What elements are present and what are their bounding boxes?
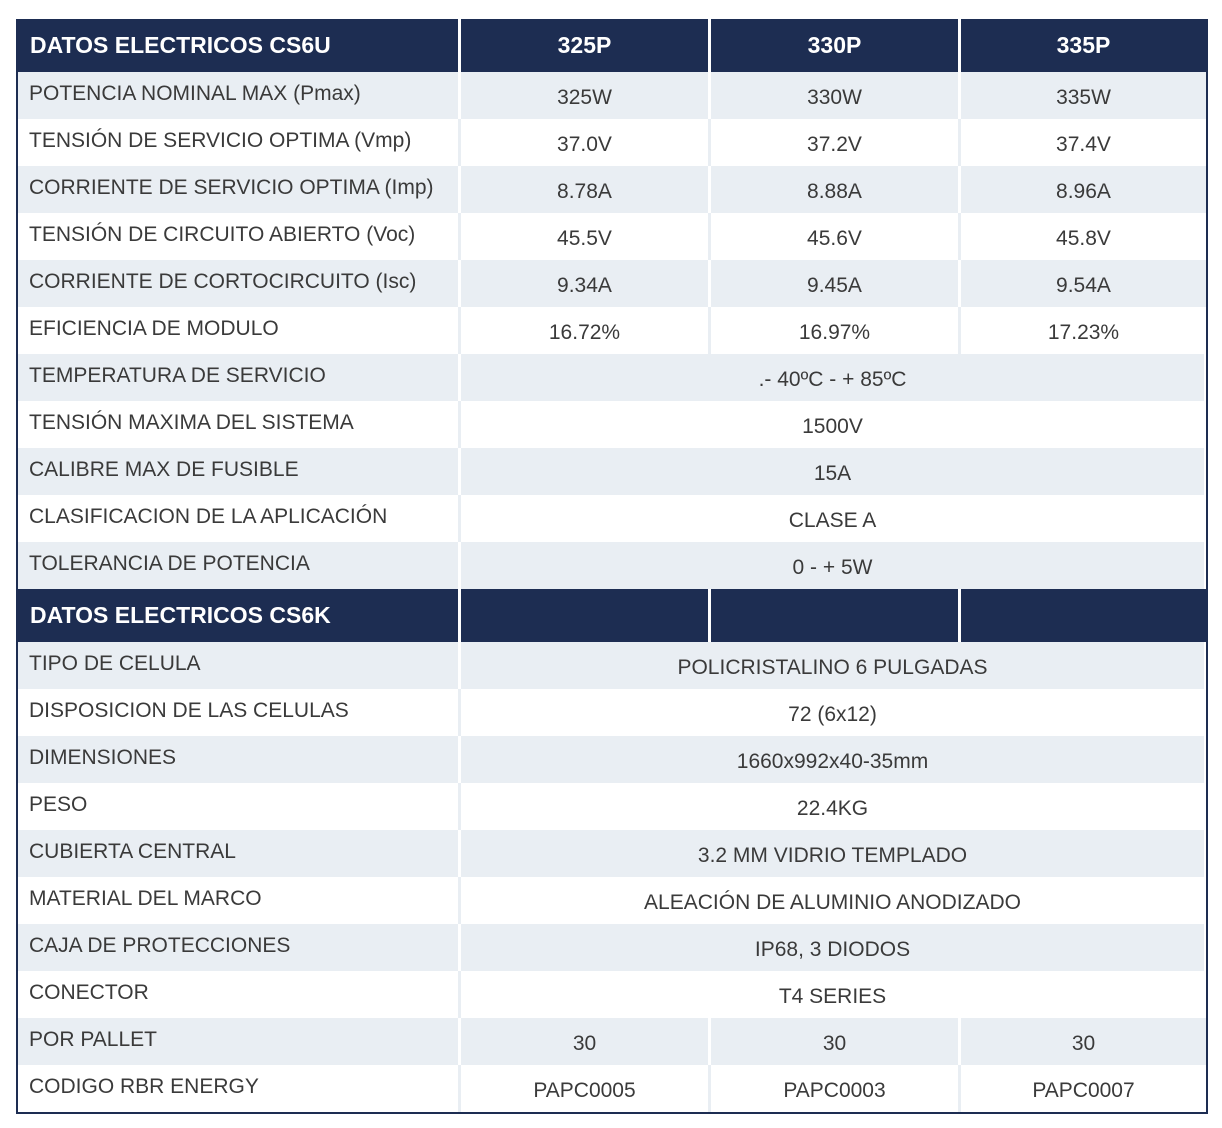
row-value: PAPC0003 [708, 1065, 958, 1112]
table-title: DATOS ELECTRICOS CS6K [18, 589, 458, 642]
row-label: DIMENSIONES [18, 736, 458, 783]
column-header: 335P [958, 19, 1206, 72]
column-header: 330P [708, 19, 958, 72]
row-label: CUBIERTA CENTRAL [18, 830, 458, 877]
table-row: CODIGO RBR ENERGY PAPC0005 PAPC0003 PAPC000… [18, 1065, 1206, 1112]
table-row: CALIBRE MAX DE FUSIBLE 15A [18, 448, 1206, 495]
row-value: 37.4V [958, 119, 1206, 166]
row-value: 30 [708, 1018, 958, 1065]
row-label: CLASIFICACION DE LA APLICACIÓN [18, 495, 458, 542]
row-value: 330W [708, 72, 958, 119]
table-title: DATOS ELECTRICOS CS6U [18, 19, 458, 72]
table-row: TENSIÓN MAXIMA DEL SISTEMA 1500V [18, 401, 1206, 448]
table-row: DIMENSIONES 1660x992x40-35mm [18, 736, 1206, 783]
row-label: PESO [18, 783, 458, 830]
row-value: 45.5V [458, 213, 708, 260]
row-value-span: 1660x992x40-35mm [458, 736, 1204, 783]
row-value: 9.54A [958, 260, 1206, 307]
row-value: 45.6V [708, 213, 958, 260]
row-value-span: CLASE A [458, 495, 1204, 542]
row-value-span: T4 SERIES [458, 971, 1204, 1018]
row-label: CAJA DE PROTECCIONES [18, 924, 458, 971]
row-label: DISPOSICION DE LAS CELULAS [18, 689, 458, 736]
row-label: POTENCIA NOMINAL MAX (Pmax) [18, 72, 458, 119]
row-value-span: 22.4KG [458, 783, 1204, 830]
table-row: CAJA DE PROTECCIONES IP68, 3 DIODOS [18, 924, 1206, 971]
row-value: 9.45A [708, 260, 958, 307]
table-row: DISPOSICION DE LAS CELULAS 72 (6x12) [18, 689, 1206, 736]
table-row: PESO 22.4KG [18, 783, 1206, 830]
table-row: TIPO DE CELULA POLICRISTALINO 6 PULGADAS [18, 642, 1206, 689]
row-value-span: 15A [458, 448, 1204, 495]
row-value: 17.23% [958, 307, 1206, 354]
row-value: 335W [958, 72, 1206, 119]
table-row: POR PALLET 30 30 30 [18, 1018, 1206, 1065]
row-label: CALIBRE MAX DE FUSIBLE [18, 448, 458, 495]
row-value: 8.96A [958, 166, 1206, 213]
row-value-span: POLICRISTALINO 6 PULGADAS [458, 642, 1204, 689]
row-value: 8.78A [458, 166, 708, 213]
table-row: MATERIAL DEL MARCO ALEACIÓN DE ALUMINIO A… [18, 877, 1206, 924]
row-value-span: IP68, 3 DIODOS [458, 924, 1204, 971]
row-label: CODIGO RBR ENERGY [18, 1065, 458, 1112]
row-value: 30 [458, 1018, 708, 1065]
table-row: TOLERANCIA DE POTENCIA 0 - + 5W [18, 542, 1206, 589]
row-label: TOLERANCIA DE POTENCIA [18, 542, 458, 589]
row-label: EFICIENCIA DE MODULO [18, 307, 458, 354]
spec-table: DATOS ELECTRICOS CS6U 325P 330P 335P POT… [16, 19, 1208, 1114]
row-value-span: ALEACIÓN DE ALUMINIO ANODIZADO [458, 877, 1204, 924]
row-value: 30 [958, 1018, 1206, 1065]
column-header [958, 589, 1206, 642]
row-value: 16.72% [458, 307, 708, 354]
row-label: TENSIÓN DE SERVICIO OPTIMA (Vmp) [18, 119, 458, 166]
table-row: POTENCIA NOMINAL MAX (Pmax) 325W 330W 335W [18, 72, 1206, 119]
row-value: 9.34A [458, 260, 708, 307]
table-header: DATOS ELECTRICOS CS6K [18, 589, 1206, 642]
row-label: MATERIAL DEL MARCO [18, 877, 458, 924]
row-value: 16.97% [708, 307, 958, 354]
table-row: TENSIÓN DE CIRCUITO ABIERTO (Voc) 45.5V 45… [18, 213, 1206, 260]
table-row: TEMPERATURA DE SERVICIO .- 40ºC - + 85ºC [18, 354, 1206, 401]
row-value: 325W [458, 72, 708, 119]
row-label: TIPO DE CELULA [18, 642, 458, 689]
row-value-span: .- 40ºC - + 85ºC [458, 354, 1204, 401]
table-body: TIPO DE CELULA POLICRISTALINO 6 PULGADAS D… [18, 642, 1206, 1112]
table-row: TENSIÓN DE SERVICIO OPTIMA (Vmp) 37.0V 37.… [18, 119, 1206, 166]
row-label: TEMPERATURA DE SERVICIO [18, 354, 458, 401]
row-label: TENSIÓN MAXIMA DEL SISTEMA [18, 401, 458, 448]
row-label: TENSIÓN DE CIRCUITO ABIERTO (Voc) [18, 213, 458, 260]
row-value: PAPC0007 [958, 1065, 1206, 1112]
table-cs6k: DATOS ELECTRICOS CS6K TIPO DE CELULA POLI… [16, 589, 1208, 1114]
row-value: 37.0V [458, 119, 708, 166]
row-value: 8.88A [708, 166, 958, 213]
row-label: CONECTOR [18, 971, 458, 1018]
table-cs6u: DATOS ELECTRICOS CS6U 325P 330P 335P POT… [16, 19, 1208, 589]
row-label: CORRIENTE DE CORTOCIRCUITO (Isc) [18, 260, 458, 307]
column-header [458, 589, 708, 642]
column-header [708, 589, 958, 642]
row-label: POR PALLET [18, 1018, 458, 1065]
table-body: POTENCIA NOMINAL MAX (Pmax) 325W 330W 335W T… [18, 72, 1206, 589]
table-row: CLASIFICACION DE LA APLICACIÓN CLASE A [18, 495, 1206, 542]
row-value: 45.8V [958, 213, 1206, 260]
row-label: CORRIENTE DE SERVICIO OPTIMA (Imp) [18, 166, 458, 213]
table-row: EFICIENCIA DE MODULO 16.72% 16.97% 17.23% [18, 307, 1206, 354]
row-value-span: 0 - + 5W [458, 542, 1204, 589]
row-value: PAPC0005 [458, 1065, 708, 1112]
column-header: 325P [458, 19, 708, 72]
table-row: CORRIENTE DE SERVICIO OPTIMA (Imp) 8.78A 8… [18, 166, 1206, 213]
table-row: CUBIERTA CENTRAL 3.2 MM VIDRIO TEMPLADO [18, 830, 1206, 877]
row-value-span: 72 (6x12) [458, 689, 1204, 736]
table-row: CONECTOR T4 SERIES [18, 971, 1206, 1018]
row-value: 37.2V [708, 119, 958, 166]
table-header: DATOS ELECTRICOS CS6U 325P 330P 335P [18, 19, 1206, 72]
row-value-span: 1500V [458, 401, 1204, 448]
table-row: CORRIENTE DE CORTOCIRCUITO (Isc) 9.34A 9.4… [18, 260, 1206, 307]
row-value-span: 3.2 MM VIDRIO TEMPLADO [458, 830, 1204, 877]
